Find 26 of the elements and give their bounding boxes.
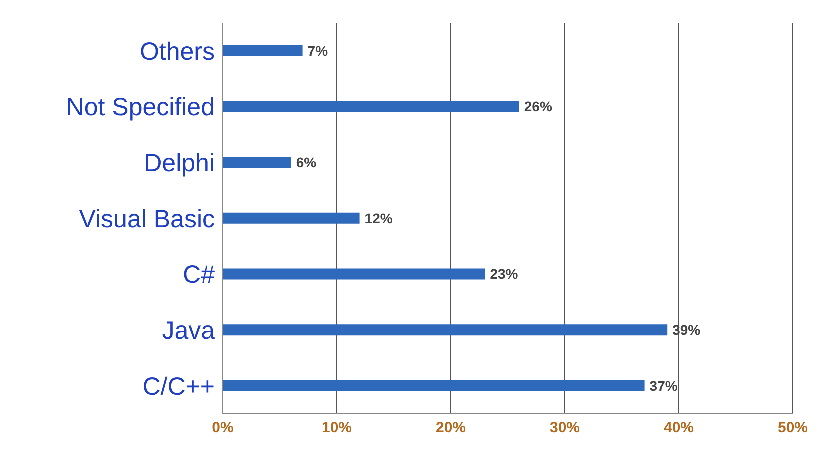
data-label: 12%: [364, 210, 394, 226]
x-tick-label: 20%: [436, 420, 466, 437]
y-tick-label: Visual Basic: [79, 205, 215, 234]
bar: [223, 157, 292, 168]
bar: [223, 324, 668, 336]
y-tick-label: Not Specified: [66, 94, 215, 122]
x-tick-label: 50%: [778, 420, 808, 437]
x-tick-label: 0%: [212, 420, 234, 437]
bar: [223, 380, 645, 392]
y-tick-label: C#: [183, 261, 216, 290]
data-label: 7%: [308, 42, 329, 59]
bar: [223, 212, 360, 224]
x-tick-label: 40%: [664, 420, 694, 437]
data-label: 23%: [490, 266, 519, 282]
data-label: 37%: [650, 378, 678, 394]
data-label: 26%: [524, 98, 553, 115]
y-tick-label: Delphi: [144, 150, 215, 178]
y-tick-label: Java: [162, 317, 216, 346]
bar: [223, 45, 303, 56]
x-tick-label: 30%: [550, 420, 580, 437]
y-tick-label: Others: [140, 38, 215, 66]
data-label: 6%: [296, 154, 318, 171]
x-tick-label: 10%: [322, 420, 352, 437]
y-tick-label: C/C++: [142, 372, 215, 401]
bar: [223, 101, 520, 112]
bar: [223, 268, 486, 280]
